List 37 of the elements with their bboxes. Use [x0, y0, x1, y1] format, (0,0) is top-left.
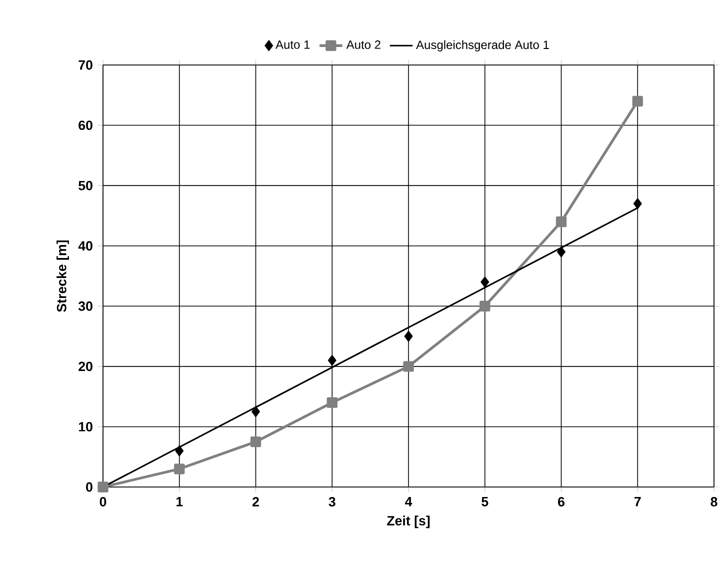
y-tick-label: 20: [78, 362, 92, 372]
x-tick-label: 6: [558, 497, 564, 506]
x-tick-label: 7: [634, 497, 641, 506]
point: [328, 354, 336, 366]
y-axis-title: Strecke [m]: [56, 240, 69, 312]
point: [175, 445, 184, 456]
point: [404, 330, 413, 342]
point: [326, 397, 338, 408]
x-tick-label: 1: [176, 497, 183, 506]
y-tick-label: 30: [78, 301, 92, 311]
x-tick-label: 5: [482, 497, 488, 506]
x-tick-label: 0: [100, 497, 106, 506]
point: [98, 482, 108, 492]
point: [480, 276, 490, 288]
y-tick-label: 10: [78, 422, 92, 432]
point: [403, 361, 414, 372]
x-axis-title: Zeit [s]: [387, 516, 430, 528]
point: [632, 96, 643, 107]
y-tick-label: 70: [78, 60, 92, 70]
point: [174, 464, 185, 474]
y-tick-label: 40: [78, 241, 92, 251]
y-tick-label: 60: [78, 120, 92, 130]
y-tick-label: 50: [78, 180, 92, 190]
point: [556, 246, 566, 258]
x-tick-label: 4: [405, 497, 412, 506]
point: [251, 406, 260, 418]
point: [556, 216, 567, 228]
y-tick-label: 0: [86, 482, 92, 492]
x-tick-label: 3: [328, 497, 336, 506]
x-tick-label: 2: [252, 497, 259, 506]
legend-label: Auto 2: [346, 40, 380, 49]
x-tick-label: 8: [710, 497, 718, 506]
point: [250, 436, 262, 448]
legend-label: Auto 1: [276, 40, 310, 49]
point: [480, 300, 490, 312]
point: [633, 198, 642, 210]
legend-label: Ausgleichsgerade Auto 1: [416, 40, 549, 52]
